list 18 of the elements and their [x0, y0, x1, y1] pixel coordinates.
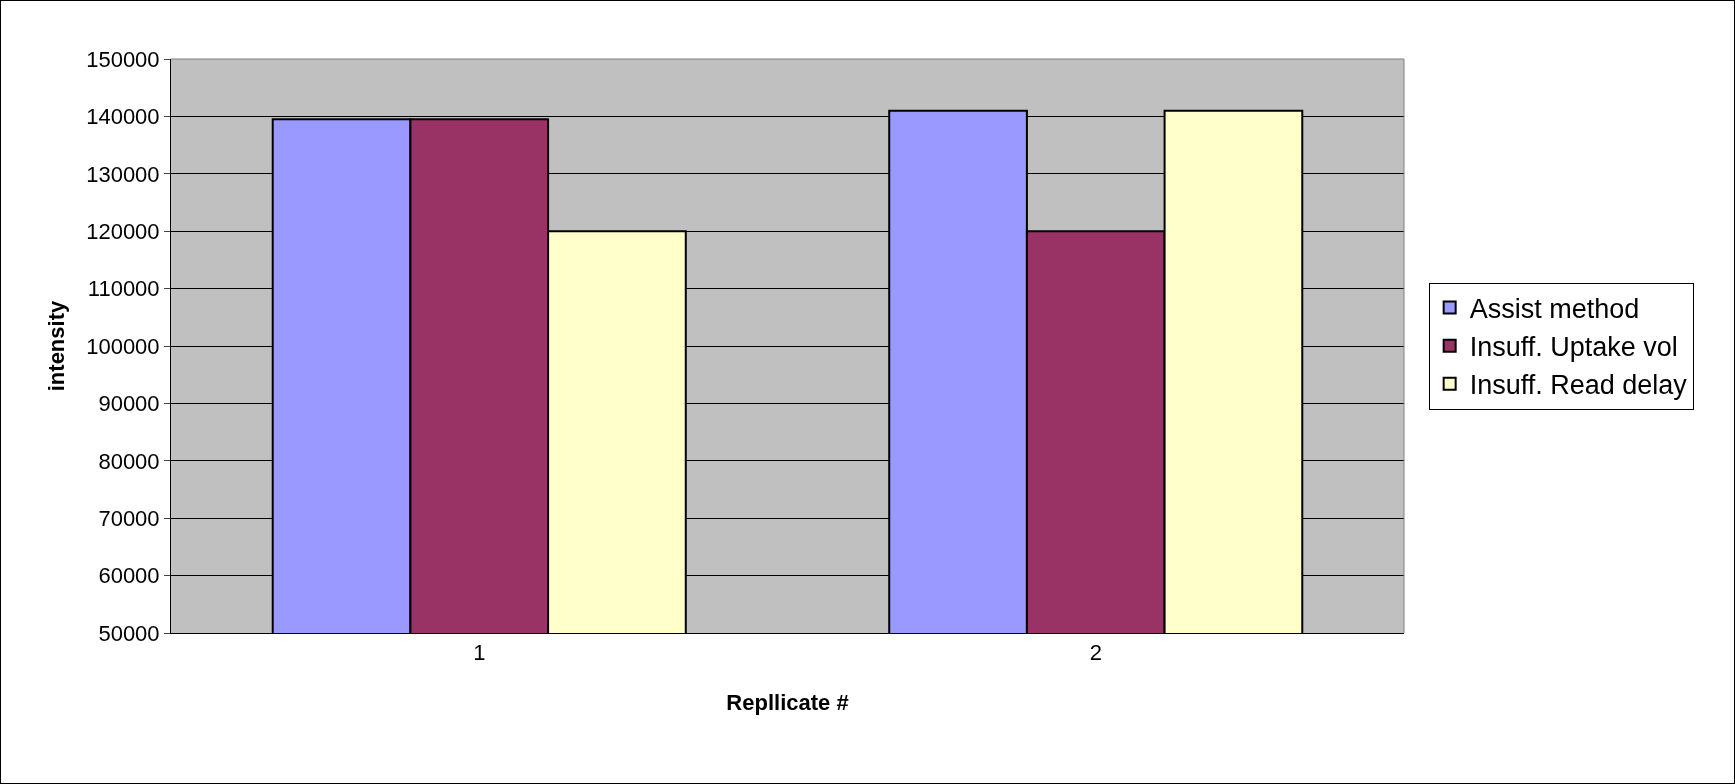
y-tick-label: 130000 [86, 161, 160, 187]
y-tick-label: 140000 [86, 104, 160, 130]
y-tick-label: 90000 [98, 391, 160, 417]
y-tick-label: 110000 [87, 276, 160, 302]
x-tick-label: 2 [1089, 640, 1102, 666]
y-tick-label: 100000 [86, 333, 160, 359]
legend-label: Assist method [1469, 294, 1640, 325]
y-tick-label: 150000 [86, 46, 160, 72]
legend-label: Insuff. Uptake vol [1469, 332, 1678, 363]
y-tick-label: 120000 [86, 218, 160, 244]
legend-label: Insuff. Read delay [1469, 370, 1688, 401]
x-axis-title: Repllicate # [726, 690, 849, 716]
y-tick-label: 70000 [98, 505, 160, 531]
y-tick-label: 60000 [98, 563, 160, 589]
y-axis-title: intensity [43, 300, 69, 392]
y-tick-label: 50000 [98, 620, 160, 646]
y-tick-label: 80000 [98, 448, 160, 474]
x-tick-label: 1 [473, 640, 486, 666]
